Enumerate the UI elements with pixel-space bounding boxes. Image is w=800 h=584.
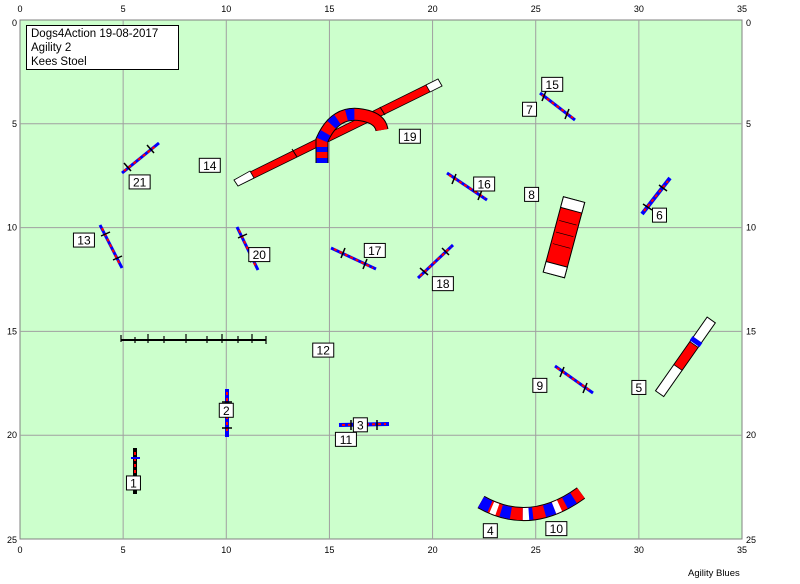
obstacle-label-6: 6 [651, 207, 667, 223]
svg-text:8: 8 [528, 188, 535, 202]
svg-text:15: 15 [546, 78, 560, 92]
tick-x-top-15: 15 [324, 4, 334, 14]
obstacle-label-21: 21 [128, 174, 151, 190]
obstacle-label-5: 5 [631, 379, 647, 395]
tick-y-left-5: 5 [12, 119, 17, 129]
jump-16 [446, 171, 488, 202]
svg-text:6: 6 [656, 209, 663, 223]
obstacle-label-17: 17 [363, 242, 386, 258]
tick-x-top-0: 0 [17, 4, 22, 14]
field-area [19, 19, 743, 540]
grid-lines [20, 20, 742, 539]
jump-13 [98, 224, 124, 269]
tick-y-right-25: 25 [746, 535, 756, 545]
svg-text:5: 5 [636, 381, 643, 395]
tick-x-bottom-30: 30 [634, 545, 644, 555]
tick-y-right-0: 0 [746, 18, 751, 28]
tick-y-left-20: 20 [7, 430, 17, 440]
jump-17 [330, 246, 377, 271]
tunnel-4-10 [477, 487, 586, 522]
seesaw-8 [542, 196, 586, 279]
svg-text:11: 11 [340, 433, 353, 447]
tick-y-left-0: 0 [12, 18, 17, 28]
tick-y-left-25: 25 [7, 535, 17, 545]
obstacle-label-7: 7 [522, 101, 538, 117]
obstacle-label-12: 12 [312, 342, 335, 358]
judge-name: Kees Stoel [31, 56, 87, 68]
obstacle-label-13: 13 [72, 232, 95, 248]
obstacle-label-3: 3 [352, 417, 368, 433]
jumps [98, 90, 672, 494]
tick-x-top-35: 35 [737, 4, 747, 14]
tick-x-top-5: 5 [121, 4, 126, 14]
tick-y-right-10: 10 [746, 223, 756, 233]
course-info-box: Dogs4Action 19-08-2017 Agility 2 Kees St… [26, 25, 179, 70]
jump-21 [121, 141, 160, 175]
jump-6 [640, 176, 672, 216]
dogwalk-12 [120, 334, 267, 344]
event-title: Dogs4Action 19-08-2017 [31, 28, 159, 40]
obstacle-label-10: 10 [545, 521, 568, 537]
tick-x-bottom-15: 15 [324, 545, 334, 555]
tick-y-left-10: 10 [7, 223, 17, 233]
obstacle-label-18: 18 [431, 276, 454, 292]
svg-text:18: 18 [436, 277, 450, 291]
tick-x-top-30: 30 [634, 4, 644, 14]
tick-x-bottom-5: 5 [121, 545, 126, 555]
svg-text:10: 10 [550, 522, 564, 536]
svg-text:7: 7 [526, 103, 533, 117]
tick-y-right-15: 15 [746, 326, 756, 336]
obstacle-label-4: 4 [482, 523, 498, 539]
tunnel-19 [315, 107, 389, 163]
obstacle-label-9: 9 [532, 377, 548, 393]
svg-text:9: 9 [536, 379, 543, 393]
jump-7-15 [539, 90, 576, 122]
tick-x-bottom-10: 10 [221, 545, 231, 555]
svg-text:12: 12 [317, 344, 331, 358]
obstacle-label-14: 14 [198, 157, 221, 173]
jump-9 [554, 364, 594, 395]
tick-x-bottom-0: 0 [17, 545, 22, 555]
svg-text:1: 1 [130, 476, 137, 490]
obstacle-label-8: 8 [524, 186, 540, 202]
tick-y-left-15: 15 [7, 326, 17, 336]
svg-text:4: 4 [487, 524, 494, 538]
obstacle-label-20: 20 [248, 247, 271, 262]
obstacle-label-1: 1 [125, 475, 141, 491]
obstacle-label-19: 19 [398, 128, 421, 144]
obstacle-label-15: 15 [541, 76, 564, 92]
a-frame-5 [654, 316, 717, 398]
svg-text:3: 3 [357, 418, 364, 432]
tick-y-right-20: 20 [746, 430, 756, 440]
tick-x-top-10: 10 [221, 4, 231, 14]
software-credit: Agility Blues [688, 568, 740, 579]
svg-text:13: 13 [77, 234, 91, 248]
svg-text:2: 2 [223, 404, 230, 418]
tick-x-bottom-20: 20 [428, 545, 438, 555]
svg-text:19: 19 [403, 130, 417, 144]
tick-x-top-25: 25 [531, 4, 541, 14]
class-name: Agility 2 [31, 42, 72, 54]
obstacle-label-11: 11 [334, 431, 357, 447]
svg-text:14: 14 [203, 159, 217, 173]
obstacle-label-16: 16 [473, 176, 496, 192]
jump-18 [416, 243, 455, 280]
tick-x-bottom-25: 25 [531, 545, 541, 555]
tick-x-top-20: 20 [428, 4, 438, 14]
svg-text:21: 21 [133, 175, 147, 189]
obstacle-label-2: 2 [218, 402, 234, 418]
tick-x-bottom-35: 35 [737, 545, 747, 555]
tick-y-right-5: 5 [746, 119, 751, 129]
svg-text:17: 17 [368, 244, 382, 258]
svg-text:20: 20 [253, 248, 267, 262]
svg-text:16: 16 [477, 178, 491, 192]
